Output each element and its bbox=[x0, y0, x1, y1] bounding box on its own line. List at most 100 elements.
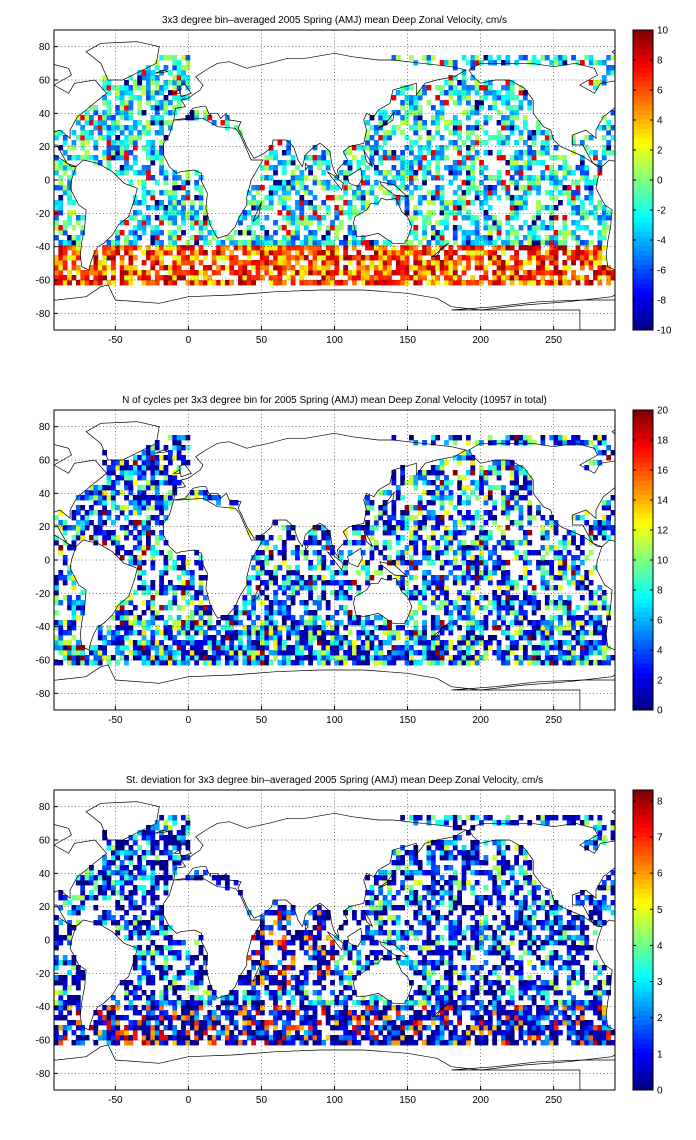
data-cell bbox=[321, 160, 327, 166]
data-cell bbox=[255, 635, 261, 641]
data-cell bbox=[373, 125, 379, 131]
coastline bbox=[379, 181, 409, 198]
data-cell bbox=[281, 270, 287, 276]
data-cell bbox=[58, 545, 64, 551]
data-cell bbox=[470, 465, 476, 471]
data-cell bbox=[518, 275, 524, 281]
data-cell bbox=[137, 640, 143, 646]
data-cell bbox=[566, 200, 572, 206]
data-cell bbox=[470, 540, 476, 546]
data-cell bbox=[89, 270, 94, 276]
data-cell bbox=[457, 615, 463, 621]
data-cell bbox=[102, 495, 107, 501]
data-cell bbox=[461, 245, 467, 251]
data-cell bbox=[102, 155, 107, 161]
data-cell bbox=[470, 615, 476, 621]
data-cell bbox=[514, 485, 519, 491]
data-cell bbox=[110, 255, 116, 261]
data-cell bbox=[571, 580, 576, 586]
data-cell bbox=[334, 655, 340, 661]
data-cell bbox=[338, 595, 344, 601]
data-cell bbox=[452, 210, 458, 216]
data-cell bbox=[80, 650, 86, 656]
coastline bbox=[431, 243, 449, 258]
data-cell bbox=[404, 250, 410, 256]
data-cell bbox=[216, 495, 221, 501]
colorbar-segment bbox=[633, 311, 653, 317]
data-cell bbox=[181, 270, 186, 276]
data-cell bbox=[321, 255, 327, 261]
data-cell bbox=[303, 630, 309, 636]
data-cell bbox=[67, 650, 72, 656]
data-cell bbox=[62, 225, 68, 231]
data-cell bbox=[505, 575, 511, 581]
data-cell bbox=[110, 275, 116, 281]
colorbar-segment bbox=[633, 292, 653, 298]
data-cell bbox=[562, 570, 568, 576]
data-cell bbox=[163, 590, 169, 596]
data-cell bbox=[474, 105, 480, 111]
data-cell bbox=[150, 70, 156, 76]
data-cell bbox=[229, 265, 235, 271]
data-cell bbox=[527, 540, 533, 546]
data-cell bbox=[84, 495, 90, 501]
data-cell bbox=[321, 590, 327, 596]
coastline bbox=[163, 117, 264, 239]
data-cell bbox=[404, 650, 410, 656]
data-cell bbox=[343, 635, 349, 641]
data-cell bbox=[413, 585, 419, 591]
data-cell bbox=[544, 585, 550, 591]
data-cell bbox=[185, 580, 191, 586]
data-cell bbox=[544, 150, 550, 156]
data-cell bbox=[281, 660, 287, 666]
data-cell bbox=[295, 575, 300, 581]
data-cell bbox=[531, 610, 537, 616]
data-cell bbox=[452, 160, 458, 166]
data-cell bbox=[172, 75, 178, 81]
data-cell bbox=[338, 280, 344, 286]
data-cell bbox=[601, 270, 607, 276]
data-cell bbox=[132, 630, 138, 636]
data-cell bbox=[97, 500, 103, 506]
data-cell bbox=[141, 650, 147, 656]
data-cell bbox=[413, 280, 419, 286]
data-cell bbox=[312, 650, 318, 656]
data-cell bbox=[505, 115, 511, 121]
data-cell bbox=[457, 195, 463, 201]
data-cell bbox=[536, 260, 541, 266]
data-cell bbox=[330, 580, 335, 586]
data-cell bbox=[172, 595, 178, 601]
data-cell bbox=[465, 610, 471, 616]
data-cell bbox=[544, 280, 550, 286]
data-cell bbox=[115, 250, 121, 256]
data-cell bbox=[435, 240, 441, 246]
data-cell bbox=[93, 650, 99, 656]
data-cell bbox=[242, 605, 248, 611]
data-cell bbox=[220, 120, 226, 126]
data-cell bbox=[124, 280, 129, 286]
data-cell bbox=[474, 635, 480, 641]
data-cell bbox=[522, 610, 528, 616]
data-cell bbox=[549, 225, 555, 231]
data-cell bbox=[417, 275, 423, 281]
colorbar-segment bbox=[633, 123, 653, 129]
data-cell bbox=[369, 240, 375, 246]
data-cell bbox=[452, 215, 458, 221]
data-cell bbox=[343, 235, 349, 241]
data-cell bbox=[404, 505, 410, 511]
data-cell bbox=[224, 660, 230, 666]
data-cell bbox=[67, 545, 72, 551]
data-cell bbox=[347, 165, 353, 171]
data-cell bbox=[509, 580, 515, 586]
data-cell bbox=[426, 550, 432, 556]
data-cell bbox=[601, 245, 607, 251]
data-cell bbox=[404, 660, 410, 666]
data-cell bbox=[593, 605, 598, 611]
data-cell bbox=[457, 125, 463, 131]
data-cell bbox=[181, 555, 186, 561]
data-cell bbox=[448, 630, 454, 636]
data-cell bbox=[194, 235, 200, 241]
data-cell bbox=[606, 120, 612, 126]
data-cell bbox=[452, 130, 458, 136]
data-cell bbox=[264, 640, 270, 646]
